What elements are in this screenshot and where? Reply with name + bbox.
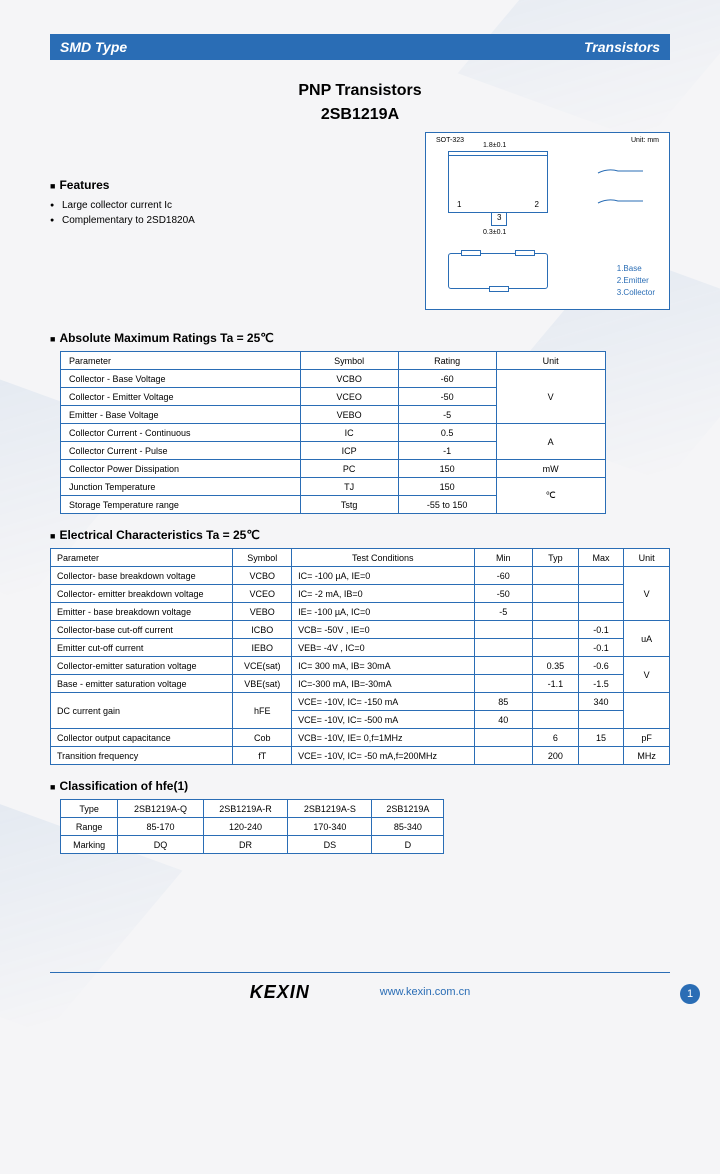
- table-header: Type: [61, 800, 118, 818]
- table-row: Junction TemperatureTJ150℃: [61, 478, 606, 496]
- footer: KEXIN www.kexin.com.cn 1: [0, 972, 720, 1012]
- header-left: SMD Type: [60, 39, 127, 55]
- page-number: 1: [680, 984, 700, 1004]
- table-row: Collector Power DissipationPC150mW: [61, 460, 606, 478]
- table-header: Parameter: [61, 352, 301, 370]
- feature-item: Large collector current Ic: [50, 200, 405, 211]
- dim-label: 1.8±0.1: [483, 142, 506, 149]
- table-row: Transition frequencyfTVCE= -10V, IC= -50…: [51, 747, 670, 765]
- table-header: 2SB1219A: [372, 800, 444, 818]
- table-header: Min: [474, 549, 533, 567]
- table-row: Collector-base cut-off currentICBOVCB= -…: [51, 621, 670, 639]
- title-block: PNP Transistors 2SB1219A: [50, 82, 670, 124]
- footer-brand: KEXIN: [250, 982, 310, 1003]
- table-row: Range85-170120-240170-34085-340: [61, 818, 444, 836]
- footer-url: www.kexin.com.cn: [380, 986, 470, 998]
- table-header: Symbol: [300, 352, 398, 370]
- header-right: Transistors: [584, 39, 660, 55]
- table-row: Emitter - base breakdown voltageVEBOIE= …: [51, 603, 670, 621]
- title-part: 2SB1219A: [50, 106, 670, 124]
- features-heading: Features: [50, 178, 405, 192]
- table-header: Symbol: [233, 549, 292, 567]
- table-row: Collector Current - ContinuousIC0.5A: [61, 424, 606, 442]
- title-main: PNP Transistors: [50, 82, 670, 100]
- package-diagram: SOT-323 Unit: mm 1.8±0.1 1 2 3 0.3±0.1 1…: [425, 132, 670, 310]
- pkg-label: SOT-323: [436, 137, 464, 144]
- table-row: Emitter cut-off currentIEBOVEB= -4V , IC…: [51, 639, 670, 657]
- classif-heading: Classification of hfe(1): [50, 779, 670, 793]
- table-row: Collector- emitter breakdown voltageVCEO…: [51, 585, 670, 603]
- classif-table: Type2SB1219A-Q2SB1219A-R2SB1219A-S2SB121…: [60, 799, 444, 854]
- header-bar: SMD Type Transistors: [50, 34, 670, 60]
- table-header: Unit: [624, 549, 670, 567]
- abs-max-table: ParameterSymbolRatingUnit Collector - Ba…: [60, 351, 606, 514]
- table-header: Typ: [533, 549, 579, 567]
- table-row: Collector-emitter saturation voltageVCE(…: [51, 657, 670, 675]
- table-row: Collector- base breakdown voltageVCBOIC=…: [51, 567, 670, 585]
- pin-labels: 1.Base 2.Emitter 3.Collector: [617, 263, 655, 299]
- feature-item: Complementary to 2SD1820A: [50, 215, 405, 226]
- elec-table: ParameterSymbolTest ConditionsMinTypMaxU…: [50, 548, 670, 765]
- table-row: Collector output capacitanceCobVCB= -10V…: [51, 729, 670, 747]
- table-header: 2SB1219A-R: [203, 800, 288, 818]
- elec-heading: Electrical Characteristics Ta = 25℃: [50, 528, 670, 542]
- abs-max-heading: Absolute Maximum Ratings Ta = 25℃: [50, 331, 670, 345]
- table-header: Max: [578, 549, 624, 567]
- table-header: Test Conditions: [292, 549, 474, 567]
- table-row: Base - emitter saturation voltageVBE(sat…: [51, 675, 670, 693]
- features-section: Features Large collector current Ic Comp…: [50, 132, 405, 317]
- table-header: 2SB1219A-S: [288, 800, 372, 818]
- dim-label: 0.3±0.1: [483, 229, 506, 236]
- table-row: MarkingDQDRDSD: [61, 836, 444, 854]
- table-header: Parameter: [51, 549, 233, 567]
- table-header: 2SB1219A-Q: [118, 800, 203, 818]
- table-header: Rating: [398, 352, 496, 370]
- table-row: Collector - Base VoltageVCBO-60V: [61, 370, 606, 388]
- table-header: Unit: [496, 352, 605, 370]
- pkg-unit: Unit: mm: [631, 137, 659, 144]
- table-row: DC current gainhFEVCE= -10V, IC= -150 mA…: [51, 693, 670, 711]
